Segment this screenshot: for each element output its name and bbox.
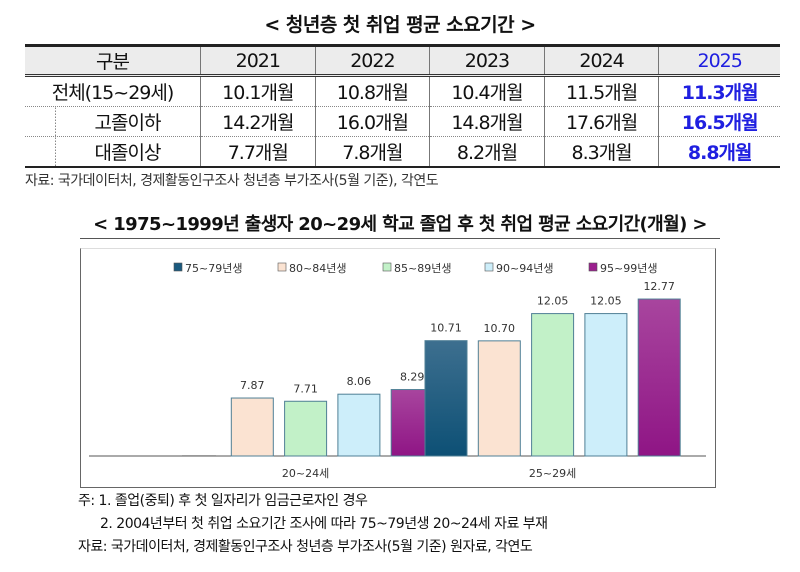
table-cell: 10.8개월 bbox=[314, 75, 430, 107]
table-cell: 10.1개월 bbox=[200, 75, 316, 107]
table-cell: 8.3개월 bbox=[543, 136, 659, 168]
bar bbox=[337, 393, 381, 457]
legend-label: 90~94년생 bbox=[496, 262, 553, 275]
data-label: 12.05 bbox=[537, 295, 569, 308]
category-label: 20~24세 bbox=[282, 467, 329, 480]
header-year: 2021 bbox=[200, 44, 316, 77]
table-row: 대졸이상 7.7개월 7.8개월 8.2개월 8.3개월 8.8개월 bbox=[25, 136, 780, 168]
data-label: 7.71 bbox=[293, 382, 318, 395]
legend-swatch bbox=[173, 262, 183, 272]
chart-source: 자료: 국가데이터처, 경제활동인구조사 청년층 부가조사(5월 기준) 원자료… bbox=[78, 539, 533, 555]
data-label: 10.70 bbox=[484, 322, 516, 335]
table-cell: 16.0개월 bbox=[314, 106, 430, 137]
table-cell: 16.5개월 bbox=[658, 106, 780, 137]
table-header-row: 구분 2021 2022 2023 2024 2025 bbox=[25, 44, 780, 77]
first-job-duration-table: 구분 2021 2022 2023 2024 2025 전체(15~29세) 10… bbox=[25, 44, 780, 168]
header-year: 2022 bbox=[314, 44, 430, 77]
chart-title: < 1975~1999년 출생자 20~29세 학교 졸업 후 첫 취업 평균 … bbox=[93, 214, 707, 235]
bar bbox=[230, 397, 274, 457]
data-label: 7.87 bbox=[240, 379, 264, 392]
table-row: 고졸이하 14.2개월 16.0개월 14.8개월 17.6개월 16.5개월 bbox=[25, 106, 780, 137]
title-underline bbox=[80, 238, 720, 239]
bar-chart: 75~79년생 80~84년생 85~89년생 90~94년생 95~99년생 7.87 7… bbox=[80, 248, 716, 488]
bar bbox=[531, 313, 575, 457]
category-label: 25~29세 bbox=[529, 467, 576, 480]
bar bbox=[637, 298, 681, 457]
header-category: 구분 bbox=[25, 44, 201, 77]
table-cell: 14.8개월 bbox=[429, 106, 545, 137]
legend-swatch bbox=[484, 262, 494, 272]
table-source: 자료: 국가데이터처, 경제활동인구조사 청년층 부가조사(5월 기준), 각연… bbox=[25, 173, 439, 189]
legend-label: 75~79년생 bbox=[185, 262, 242, 275]
row-label: 대졸이상 bbox=[25, 136, 201, 168]
table-cell: 8.2개월 bbox=[429, 136, 545, 168]
data-label: 8.29 bbox=[400, 371, 425, 384]
row-label: 고졸이하 bbox=[25, 106, 201, 137]
bar bbox=[584, 313, 628, 457]
legend-label: 80~84년생 bbox=[289, 262, 346, 275]
header-year: 2023 bbox=[429, 44, 545, 77]
table-title: < 청년층 첫 취업 평균 소요기간 > bbox=[264, 14, 536, 36]
data-label: 12.05 bbox=[590, 295, 622, 308]
table-cell: 14.2개월 bbox=[200, 106, 316, 137]
table-cell: 11.5개월 bbox=[543, 75, 659, 107]
table-cell: 11.3개월 bbox=[658, 75, 780, 107]
table-cell: 17.6개월 bbox=[543, 106, 659, 137]
table-cell: 10.4개월 bbox=[429, 75, 545, 107]
data-label: 8.06 bbox=[347, 375, 372, 388]
legend-swatch bbox=[382, 262, 392, 272]
legend-label: 85~89년생 bbox=[394, 262, 451, 275]
bar bbox=[284, 400, 328, 457]
header-year: 2024 bbox=[543, 44, 659, 77]
table-cell: 7.8개월 bbox=[314, 136, 430, 168]
table-cell: 7.7개월 bbox=[200, 136, 316, 168]
table-cell: 8.8개월 bbox=[658, 136, 780, 168]
data-label: 12.77 bbox=[643, 280, 675, 293]
header-year: 2025 bbox=[658, 44, 780, 77]
legend-swatch bbox=[588, 262, 598, 272]
bar bbox=[477, 340, 521, 457]
data-label: 10.71 bbox=[430, 322, 462, 335]
legend-label: 95~99년생 bbox=[600, 262, 657, 275]
row-label: 전체(15~29세) bbox=[51, 82, 175, 104]
legend-swatch bbox=[277, 262, 287, 272]
bar bbox=[424, 340, 468, 457]
chart-svg: 75~79년생 80~84년생 85~89년생 90~94년생 95~99년생 7.87 7… bbox=[89, 262, 706, 480]
chart-notes: 주: 1. 졸업(중퇴) 후 첫 일자리가 임금근로자인 경우 2. 2004년… bbox=[78, 490, 548, 559]
note-2: 2. 2004년부터 첫 취업 소요기간 조사에 따라 75~79년생 20~2… bbox=[100, 516, 548, 532]
table-row: 전체(15~29세) 10.1개월 10.8개월 10.4개월 11.5개월 11.3개월 bbox=[25, 75, 780, 107]
note-1: 주: 1. 졸업(중퇴) 후 첫 일자리가 임금근로자인 경우 bbox=[78, 493, 368, 509]
